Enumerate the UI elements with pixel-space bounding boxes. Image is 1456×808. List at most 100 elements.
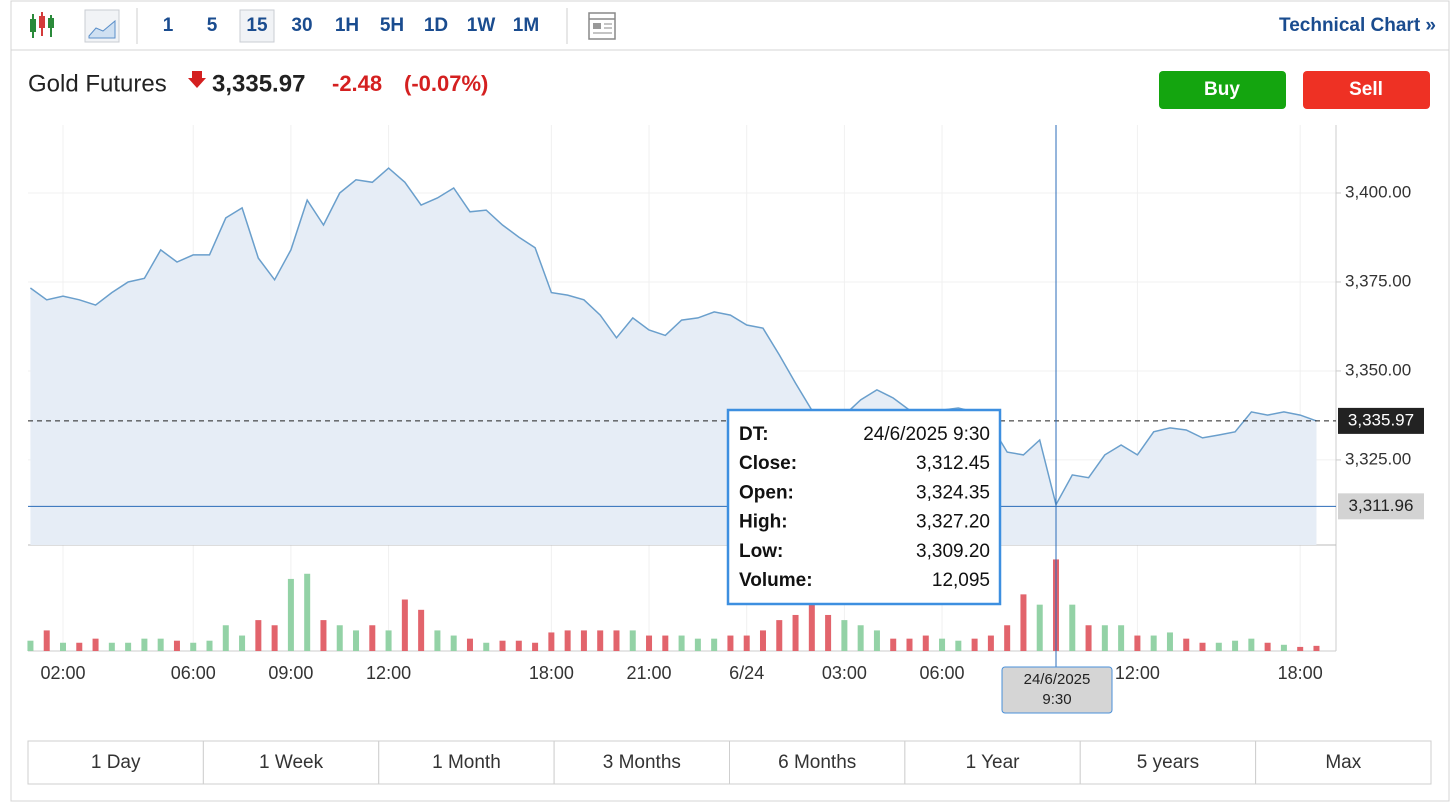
volume-bar xyxy=(27,640,34,651)
volume-bar xyxy=(287,578,294,651)
volume-bar xyxy=(890,638,897,651)
change-percent: (-0.07%) xyxy=(404,71,488,96)
volume-bar xyxy=(401,599,408,651)
x-tick-label: 09:00 xyxy=(268,663,313,683)
volume-bar xyxy=(646,635,653,651)
volume-bar xyxy=(939,638,946,651)
volume-bar xyxy=(792,614,799,651)
x-tick-label: 18:00 xyxy=(1278,663,1323,683)
interval-button[interactable]: 1 xyxy=(163,15,174,36)
volume-bar xyxy=(597,630,604,651)
tooltip xyxy=(726,408,1002,606)
range-label[interactable]: Max xyxy=(1325,752,1361,773)
interval-button[interactable]: 30 xyxy=(291,15,312,36)
sell-button[interactable]: Sell xyxy=(1303,71,1430,109)
volume-bar xyxy=(1264,642,1271,651)
x-tick-label: 12:00 xyxy=(366,663,411,683)
x-tick-label: 18:00 xyxy=(529,663,574,683)
volume-bar xyxy=(108,642,115,651)
range-label[interactable]: 5 years xyxy=(1137,752,1199,773)
volume-bar xyxy=(776,620,783,651)
volume-bar xyxy=(1215,642,1222,651)
range-label[interactable]: 1 Month xyxy=(432,752,501,773)
volume-bar xyxy=(271,625,278,651)
volume-bar xyxy=(857,625,864,651)
tooltip-value: 24/6/2025 9:30 xyxy=(863,424,990,445)
crosshair-y-label: 3,311.96 xyxy=(1349,496,1414,515)
tooltip-value: 12,095 xyxy=(932,570,990,591)
volume-bar xyxy=(418,609,425,651)
volume-bar xyxy=(336,625,343,651)
sell-label[interactable]: Sell xyxy=(1349,79,1383,100)
interval-button[interactable]: 1H xyxy=(335,15,359,36)
volume-bar xyxy=(369,625,376,651)
range-label[interactable]: 3 Months xyxy=(603,752,681,773)
interval-button[interactable]: 15 xyxy=(246,15,268,36)
tooltip-key: Open: xyxy=(739,482,794,503)
range-label[interactable]: 6 Months xyxy=(778,752,856,773)
area-icon[interactable] xyxy=(84,9,120,43)
tooltip-key: Close: xyxy=(739,453,797,474)
volume-bar xyxy=(483,642,490,651)
tooltip-key: High: xyxy=(739,512,788,533)
candle-icon[interactable] xyxy=(30,12,54,38)
range-button[interactable] xyxy=(378,740,555,785)
range-button[interactable] xyxy=(904,740,1081,785)
range-button[interactable] xyxy=(1255,740,1432,785)
x-tick-label: 03:00 xyxy=(822,663,867,683)
interval-button[interactable]: 5 xyxy=(207,15,218,36)
last-price-label: 3,335.97 xyxy=(1348,410,1414,429)
last-price-box xyxy=(1338,407,1424,434)
volume-bar xyxy=(759,630,766,651)
range-label[interactable]: 1 Week xyxy=(259,752,324,773)
y-tick-label: 3,325.00 xyxy=(1345,449,1411,468)
buy-label[interactable]: Buy xyxy=(1204,79,1240,100)
range-button[interactable] xyxy=(27,740,204,785)
volume-bar xyxy=(694,638,701,651)
volume-bar xyxy=(353,630,360,651)
x-tick-label: 12:00 xyxy=(1115,663,1160,683)
overlay: 3,335.97 3,311.96 24/6/2025 9:30 DT: 24/6/202… xyxy=(28,125,1424,714)
y-tick-label: 3,400.00 xyxy=(1345,182,1411,201)
volume-bar xyxy=(1232,640,1239,651)
tooltip-value: 3,309.20 xyxy=(916,541,990,562)
layout-icon[interactable] xyxy=(588,12,616,40)
volume-bar xyxy=(304,573,311,651)
volume-bar xyxy=(43,630,50,651)
volume-bar xyxy=(808,604,815,651)
x-tick-label: 02:00 xyxy=(40,663,85,683)
volume-bar xyxy=(922,635,929,651)
tooltip-value: 3,324.35 xyxy=(916,482,990,503)
volume-bar xyxy=(466,638,473,651)
volume-bar xyxy=(1069,604,1076,651)
x-tick-label: 06:00 xyxy=(171,663,216,683)
volume-bar xyxy=(727,635,734,651)
volume-bar xyxy=(76,642,83,651)
volume-bar xyxy=(662,635,669,651)
range-button[interactable] xyxy=(202,740,380,785)
range-label[interactable]: 1 Year xyxy=(966,752,1021,773)
volume-bar xyxy=(1020,594,1027,651)
interval-button[interactable]: 1M xyxy=(513,15,539,36)
instrument-name: Gold Futures xyxy=(28,70,167,97)
volume-bar xyxy=(906,638,913,651)
volume-bar xyxy=(190,642,197,651)
crosshair-x-label: 24/6/2025 xyxy=(1024,671,1091,688)
interval-button[interactable]: 1D xyxy=(424,15,448,36)
buy-button[interactable]: Buy xyxy=(1159,71,1286,109)
tooltip-key: Volume: xyxy=(739,570,813,591)
selected-interval xyxy=(239,9,275,43)
volume-bar xyxy=(873,630,880,651)
interval-button[interactable]: 1W xyxy=(467,15,496,36)
interval-button[interactable]: 5H xyxy=(380,15,404,36)
volume-bar xyxy=(629,630,636,651)
volume-bar xyxy=(173,640,180,651)
volume-bar xyxy=(92,638,99,651)
volume-bar xyxy=(255,620,262,651)
technical-chart-link[interactable]: Technical Chart » xyxy=(1279,15,1436,36)
range-label[interactable]: 1 Day xyxy=(91,752,141,773)
tooltip-key: DT: xyxy=(739,424,769,445)
crosshair-y-box xyxy=(1338,493,1424,520)
volume-bar xyxy=(515,640,522,651)
